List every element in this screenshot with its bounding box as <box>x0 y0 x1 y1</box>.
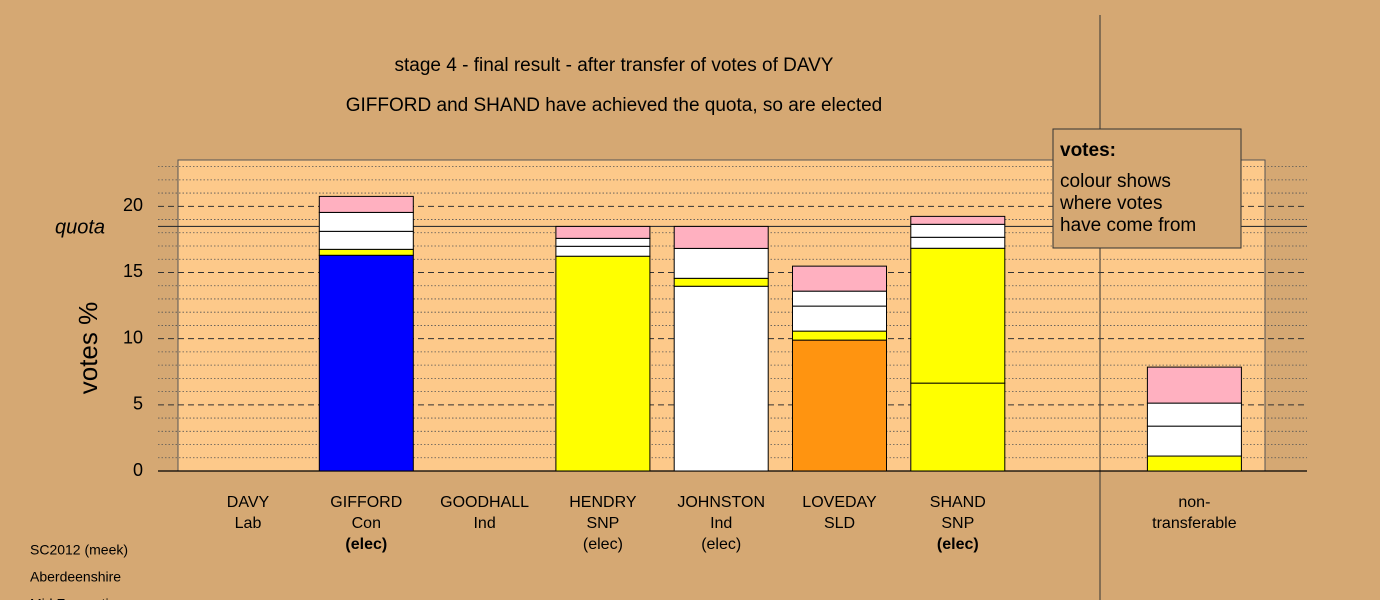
party-label: Ind <box>473 515 495 532</box>
bar-segment <box>318 248 414 256</box>
bar-segment <box>318 230 414 250</box>
y-tick-label: 20 <box>123 195 143 215</box>
status-label: (elec) <box>701 536 741 553</box>
bar-segment <box>555 245 651 257</box>
y-tick-label: 5 <box>133 394 143 414</box>
bar-segment <box>910 215 1006 225</box>
note: Aberdeenshire <box>30 569 121 585</box>
bar-segment <box>318 195 414 213</box>
chart-subtitle: GIFFORD and SHAND have achieved the quot… <box>346 95 883 116</box>
bar-segment <box>555 225 651 239</box>
note: SC2012 (meek) <box>30 542 128 558</box>
y-axis-label: votes % <box>73 302 103 395</box>
category-label: SHAND <box>930 494 986 511</box>
bar-segment <box>673 247 769 279</box>
bar-segment <box>318 211 414 232</box>
category-label: HENDRY <box>569 494 637 511</box>
bar-segment <box>910 236 1006 249</box>
category-label: GOODHALL <box>440 494 529 511</box>
status-label: (elec) <box>937 536 979 553</box>
party-label: Con <box>352 515 381 532</box>
bar-segment <box>555 237 651 247</box>
party-label: SLD <box>824 515 855 532</box>
bar-segment <box>792 305 887 332</box>
bar-segment <box>910 247 1006 384</box>
bar-segment <box>1146 425 1242 457</box>
legend-text: where votes <box>1059 193 1162 214</box>
category-label: DAVY <box>227 494 270 511</box>
legend-text: have come from <box>1060 215 1196 236</box>
bar-segment <box>792 265 887 292</box>
chart-title: stage 4 - final result - after transfer … <box>395 55 834 76</box>
status-label: (elec) <box>583 536 623 553</box>
legend-title: votes: <box>1060 140 1116 161</box>
legend-box <box>1052 128 1242 249</box>
party-label: SNP <box>586 515 619 532</box>
party-label: Lab <box>235 515 262 532</box>
note: Mid Formartine <box>30 596 124 600</box>
bar-segment <box>555 255 651 472</box>
bar-segment <box>673 225 769 249</box>
bar-segment <box>792 330 887 341</box>
bar-segment <box>1146 366 1242 404</box>
party-label: transferable <box>1152 515 1237 532</box>
status-label: (elec) <box>345 536 387 553</box>
party-label: Ind <box>710 515 732 532</box>
y-tick-label: 15 <box>123 261 143 281</box>
quota-label: quota <box>55 217 105 239</box>
bar-segment <box>1146 402 1242 427</box>
bar-segment <box>792 339 887 472</box>
y-tick-label: 10 <box>123 327 143 347</box>
category-label: non- <box>1178 494 1210 511</box>
bar-segment <box>1146 455 1242 472</box>
y-tick-label: 0 <box>133 460 143 480</box>
legend-text: colour shows <box>1060 171 1171 192</box>
category-label: LOVEDAY <box>802 494 877 511</box>
bar-segment <box>910 382 1006 472</box>
party-label: SNP <box>941 515 974 532</box>
category-label: JOHNSTON <box>677 494 765 511</box>
category-label: GIFFORD <box>330 494 402 511</box>
bar-segment <box>673 277 769 287</box>
bar-segment <box>910 223 1006 238</box>
bar-segment <box>318 254 414 472</box>
bar-segment <box>792 290 887 307</box>
bar-segment <box>673 285 769 472</box>
